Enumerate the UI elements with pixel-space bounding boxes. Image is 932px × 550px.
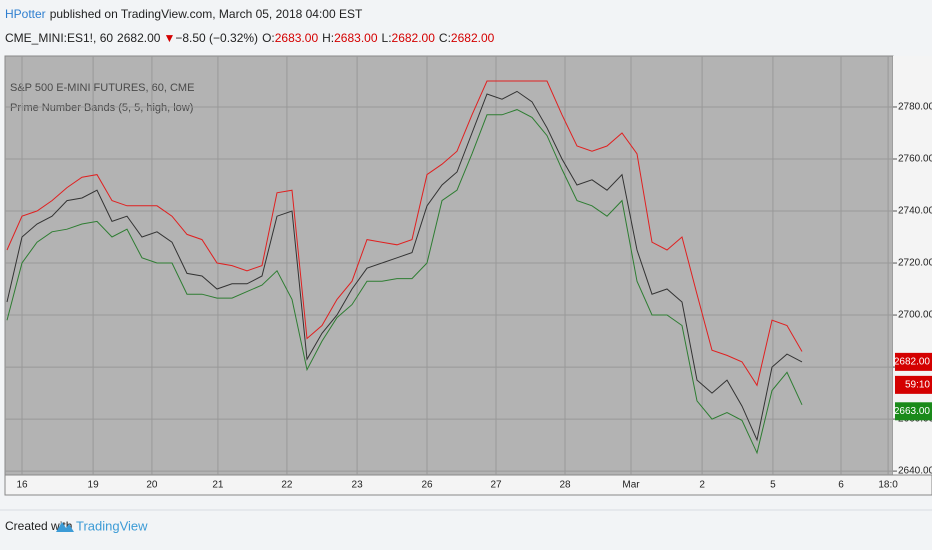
- ohlc-value: 2682.00: [451, 31, 495, 45]
- ohlc-label: H:: [322, 31, 334, 45]
- x-tick-label: 26: [421, 480, 433, 491]
- y-tick-label: 2700.00: [898, 310, 932, 321]
- ohlc-label: C:: [439, 31, 451, 45]
- chart-title: S&P 500 E-MINI FUTURES, 60, CME: [10, 82, 194, 94]
- x-tick-label: 23: [352, 480, 364, 491]
- published-line: HPotter published on TradingView.com, Mar…: [5, 7, 363, 21]
- price-label-box: [895, 352, 932, 371]
- y-tick-label: 2640.00: [898, 466, 932, 477]
- last: 2682.00: [117, 31, 161, 45]
- arrow: ▼: [163, 31, 175, 45]
- series-line: [6, 90, 803, 442]
- x-tick-label: 20: [146, 480, 158, 491]
- ohlc-label: O:: [262, 31, 275, 45]
- footer-created: Created with: [5, 519, 72, 533]
- ohlc-label: L:: [382, 31, 392, 45]
- ohlc-value: 2683.00: [275, 31, 319, 45]
- price-label: 59:10: [905, 380, 930, 391]
- price-label: 2663.00: [894, 406, 931, 417]
- price-label: 2682.00: [894, 357, 931, 368]
- x-tick-label: 16: [16, 480, 28, 491]
- symbol: CME_MINI:ES1!, 60: [5, 31, 113, 45]
- ohlc-value: 2682.00: [392, 31, 436, 45]
- x-tick-label: 6: [838, 480, 844, 491]
- y-tick-label: 2760.00: [898, 154, 932, 165]
- indicator-title: Prime Number Bands (5, 5, high, low): [10, 102, 193, 114]
- logo: [56, 522, 74, 532]
- author[interactable]: HPotter: [5, 7, 46, 21]
- x-tick-label: 28: [559, 480, 571, 491]
- x-tick-label: 21: [212, 480, 224, 491]
- price-label-box: [895, 402, 932, 421]
- x-tick-label: 22: [281, 480, 293, 491]
- footer-brand[interactable]: TradingView: [76, 518, 148, 533]
- price-label-box: [895, 375, 932, 394]
- x-tick-label: Mar: [622, 480, 640, 491]
- x-tick-label: 19: [88, 480, 100, 491]
- quote-line: CME_MINI:ES1!, 60 2682.00 ▼−8.50 (−0.32%) O…: [5, 31, 495, 45]
- plot: 2640.002660.002680.002700.002720.002740.…: [5, 56, 932, 491]
- time-axis: [4, 474, 932, 496]
- series-line: [6, 109, 803, 455]
- plot-area: [4, 55, 894, 476]
- x-tick-label: 5: [770, 480, 776, 491]
- x-tick-label: 27: [490, 480, 502, 491]
- y-tick-label: 2720.00: [898, 258, 932, 269]
- series-line: [6, 80, 803, 387]
- published: published on TradingView.com, March 05, …: [50, 7, 363, 21]
- change: −8.50 (−0.32%): [175, 31, 258, 45]
- y-tick-label: 2740.00: [898, 206, 932, 217]
- y-tick-label: 2780.00: [898, 102, 932, 113]
- ohlc-value: 2683.00: [334, 31, 378, 45]
- x-tick-label: 2: [699, 480, 705, 491]
- x-tick-label: 18:0: [878, 480, 898, 491]
